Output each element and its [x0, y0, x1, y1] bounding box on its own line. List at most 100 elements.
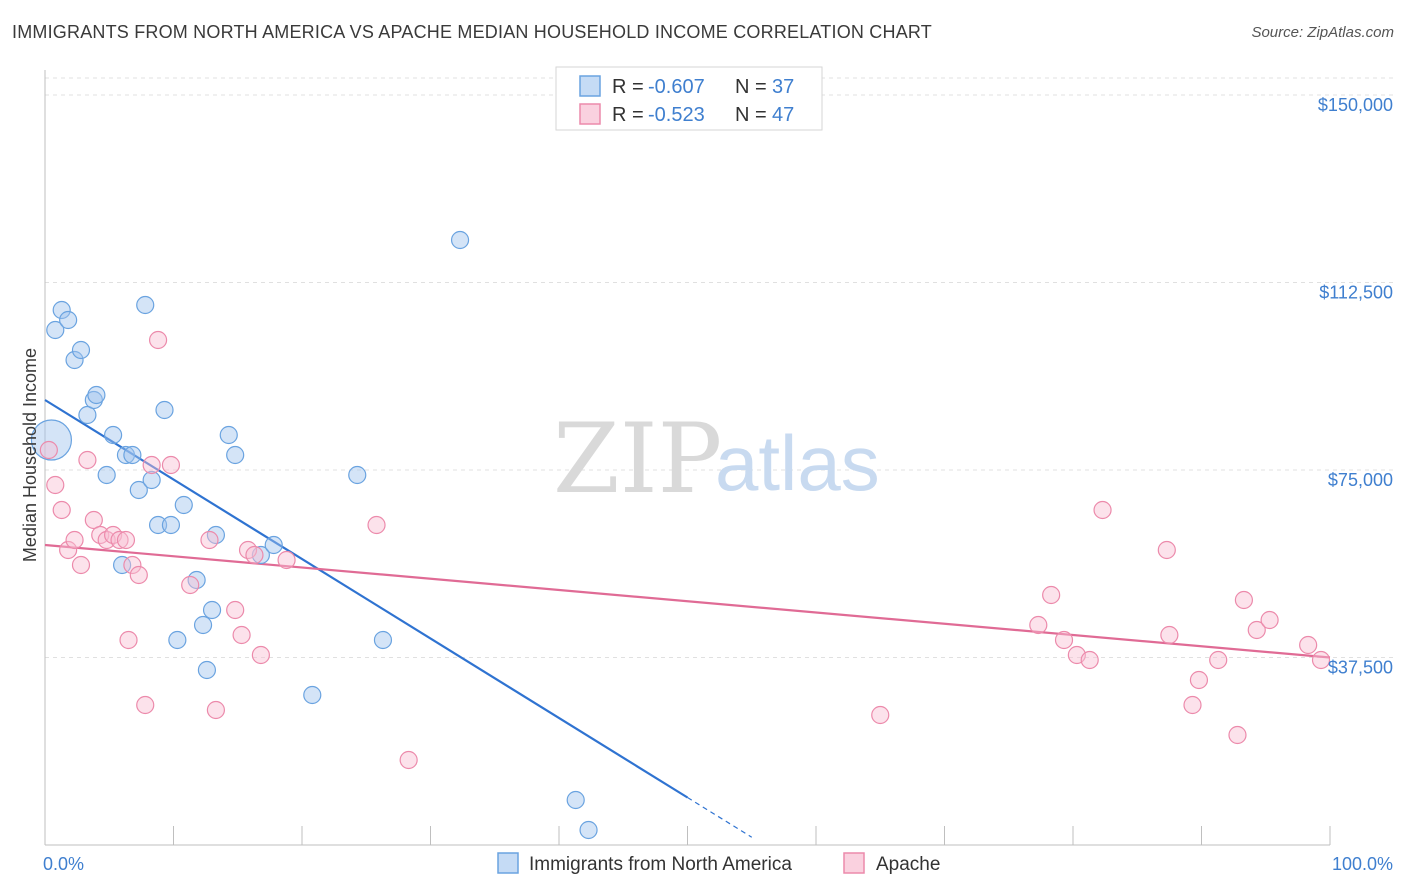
point-apache — [78, 450, 97, 470]
point-apache — [59, 540, 78, 560]
data-points — [30, 230, 1331, 840]
point-north-america — [219, 425, 238, 445]
point-apache — [1160, 625, 1179, 645]
point-apache — [1299, 635, 1318, 655]
point-north-america — [136, 295, 155, 315]
point-apache — [71, 555, 91, 575]
point-apache — [142, 455, 161, 475]
x-tick-label: 0.0% — [43, 854, 84, 874]
point-apache — [1183, 695, 1202, 715]
point-apache — [1260, 610, 1279, 630]
point-apache — [181, 575, 200, 595]
point-north-america — [303, 685, 322, 705]
point-north-america — [202, 600, 222, 620]
point-apache — [52, 500, 71, 520]
watermark: ZIP atlas — [553, 403, 880, 515]
trend-line-north-america-extension — [687, 796, 753, 838]
bottom-legend-swatch-north-america — [497, 852, 519, 874]
point-north-america — [71, 340, 91, 360]
trend-line-north-america — [44, 399, 689, 799]
point-apache — [200, 530, 219, 550]
x-tick-label: 100.0% — [1332, 854, 1393, 874]
point-apache — [206, 700, 226, 720]
y-tick-label: $37,500 — [1328, 658, 1393, 678]
point-apache — [1157, 540, 1176, 560]
point-north-america — [373, 630, 393, 650]
point-north-america — [174, 495, 193, 515]
point-apache — [1029, 615, 1048, 635]
point-apache — [226, 600, 245, 620]
point-apache — [1247, 620, 1266, 640]
bottom-legend-label-apache: Apache — [876, 854, 940, 875]
point-north-america — [97, 465, 116, 485]
point-apache — [84, 510, 103, 530]
point-apache — [1234, 590, 1254, 610]
point-north-america — [112, 555, 132, 575]
y-axis-label: Median Household Income — [20, 348, 40, 562]
point-apache — [251, 645, 270, 665]
point-north-america — [168, 630, 187, 650]
point-apache — [123, 555, 142, 575]
point-apache — [1209, 650, 1228, 670]
point-apache — [39, 440, 58, 460]
point-apache — [116, 530, 136, 550]
point-north-america — [450, 230, 470, 250]
chart-source: Source: ZipAtlas.com — [1251, 24, 1394, 41]
point-apache — [129, 565, 148, 585]
point-apache — [1228, 725, 1247, 745]
point-apache — [110, 530, 129, 550]
axes — [44, 70, 1331, 846]
point-north-america — [226, 445, 245, 465]
legend-n-label-2: N = — [735, 104, 767, 126]
point-north-america — [161, 515, 181, 535]
x-tick-labels: 0.0% 100.0% — [43, 854, 1393, 874]
point-north-america — [65, 350, 84, 370]
point-north-america — [78, 405, 97, 425]
chart-title: IMMIGRANTS FROM NORTH AMERICA VS APACHE … — [12, 22, 932, 42]
point-north-america — [46, 320, 65, 340]
point-north-america — [123, 445, 142, 465]
point-apache — [148, 330, 168, 350]
point-north-america — [193, 615, 213, 635]
point-north-america — [566, 790, 585, 810]
point-north-america — [142, 470, 161, 490]
point-apache — [46, 475, 65, 495]
point-apache — [1311, 650, 1331, 670]
y-tick-labels: $37,500 $75,000 $112,500 $150,000 — [1318, 95, 1393, 678]
legend-swatch-north-america — [579, 75, 601, 97]
point-apache — [136, 695, 155, 715]
watermark-atlas: atlas — [715, 419, 880, 507]
point-north-america — [579, 820, 598, 840]
point-apache — [399, 750, 418, 770]
legend-r-label-1: R = — [612, 76, 644, 98]
y-tick-label: $150,000 — [1318, 95, 1393, 115]
legend-r-label-2: R = — [612, 104, 644, 126]
point-apache — [871, 705, 890, 725]
point-apache — [65, 530, 84, 550]
gridlines — [45, 77, 1395, 658]
point-apache — [1054, 630, 1074, 650]
point-north-america — [197, 660, 217, 680]
point-apache — [245, 545, 264, 565]
point-apache — [161, 455, 181, 475]
point-north-america — [52, 300, 71, 320]
point-north-america — [148, 515, 168, 535]
point-north-america — [155, 400, 174, 420]
point-north-america — [87, 385, 106, 405]
point-north-america — [30, 419, 73, 461]
point-apache — [367, 515, 386, 535]
y-tick-label: $75,000 — [1328, 470, 1393, 490]
point-north-america — [104, 425, 123, 445]
point-apache — [119, 630, 138, 650]
point-apache — [1080, 650, 1099, 670]
bottom-legend: Immigrants from North America Apache — [497, 852, 940, 875]
point-apache — [1042, 585, 1061, 605]
point-north-america — [84, 390, 103, 410]
watermark-zip: ZIP — [553, 403, 722, 515]
point-north-america — [264, 535, 283, 555]
point-apache — [232, 625, 251, 645]
legend-n-value-2: 47 — [772, 104, 794, 126]
legend-r-value-2: -0.523 — [648, 104, 705, 126]
legend-swatch-apache — [579, 103, 601, 125]
